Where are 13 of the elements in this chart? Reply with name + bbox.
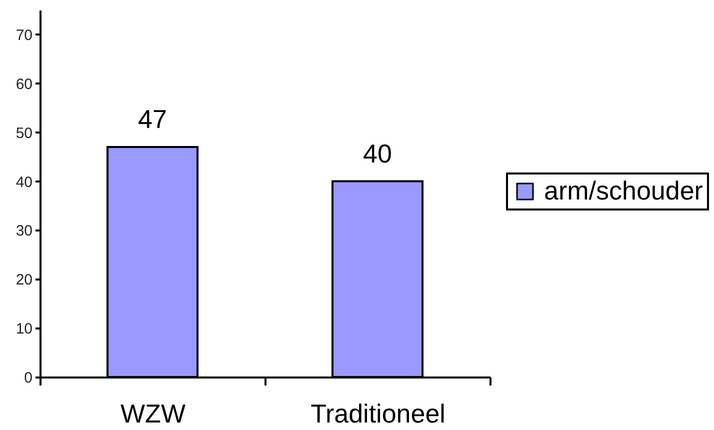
x-tick-label: Traditioneel — [310, 398, 446, 428]
y-tick-label: 70 — [16, 26, 32, 44]
data-label: 40 — [363, 138, 392, 168]
y-tick-label: 30 — [16, 222, 32, 240]
y-tick-label: 40 — [16, 174, 32, 191]
y-tick-label: 60 — [16, 76, 32, 93]
y-tick-label: 50 — [16, 124, 32, 142]
y-tick-label: 20 — [16, 272, 32, 289]
y-tick-label: 10 — [16, 320, 32, 338]
x-tick-label: WZW — [120, 398, 186, 428]
y-tick-label: 0 — [24, 370, 32, 386]
data-label: 47 — [138, 104, 167, 134]
legend-label: arm/schouder — [544, 176, 704, 206]
